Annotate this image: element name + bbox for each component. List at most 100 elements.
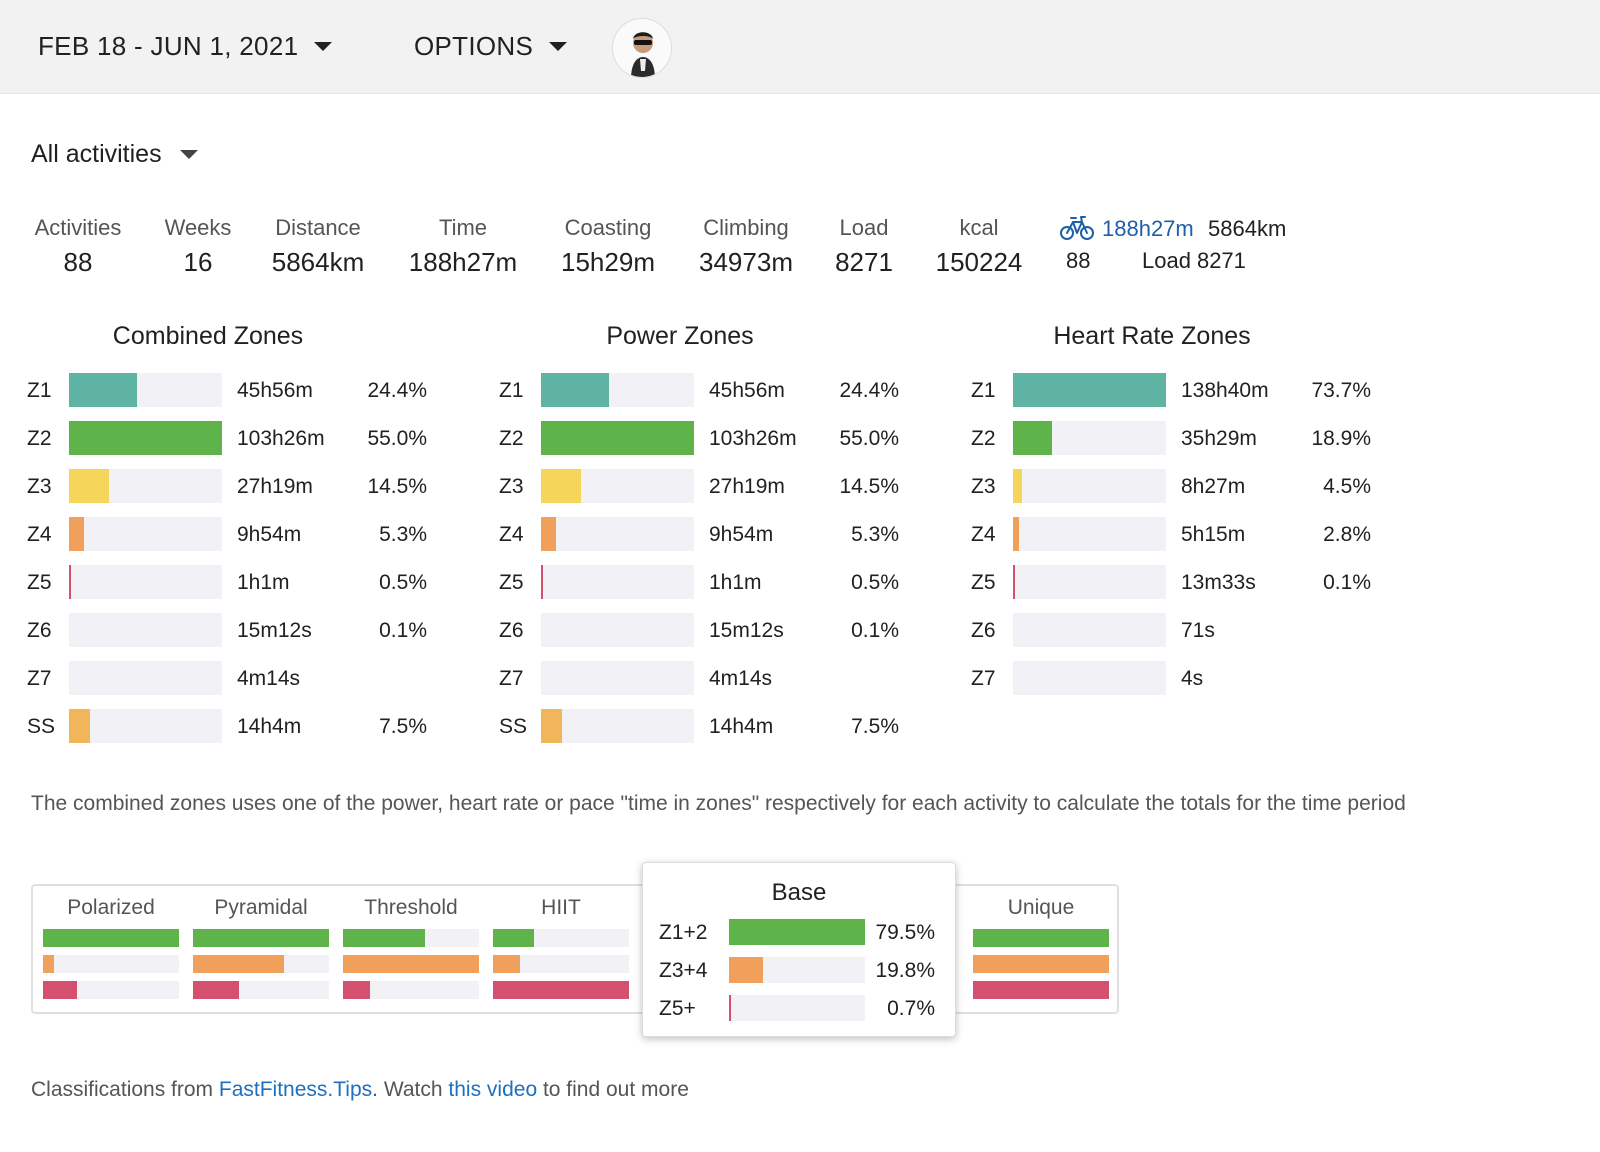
stat-value: 34973m [699, 247, 793, 277]
zone-row-z7: Z7 4m14s [499, 661, 939, 695]
zone-percent: 14.5% [839, 475, 899, 498]
zone-time: 71s [1181, 619, 1215, 642]
zone-percent: 5.3% [851, 523, 899, 546]
zone-bar-track [541, 661, 694, 695]
classification-threshold[interactable]: Threshold [343, 886, 479, 1012]
stat-value: 15h29m [561, 247, 655, 277]
options-menu-button[interactable]: OPTIONS [414, 31, 568, 62]
zone-bar-track [1013, 517, 1166, 551]
zone-bar-track [69, 613, 222, 647]
ride-load-value: 8271 [1196, 248, 1246, 273]
zone-bar-fill [69, 373, 137, 407]
classification-bar-fill [493, 955, 521, 973]
zone-row-z4: Z4 5h15m 2.8% [971, 517, 1411, 551]
zone-row-z4: Z4 9h54m 5.3% [499, 517, 939, 551]
zone-time: 8h27m [1181, 475, 1246, 498]
zone-label: Z3 [27, 475, 52, 498]
zone-bar-track [1013, 613, 1166, 647]
classification-bar-fill [493, 981, 629, 999]
zone-row-z7: Z7 4m14s [27, 661, 467, 695]
classification-bar [193, 981, 329, 999]
classification-hiit[interactable]: HIIT [493, 886, 629, 1012]
zone-label: Z4 [499, 523, 524, 546]
zone-bar-track [69, 517, 222, 551]
stat-weeks: Weeks 16 [160, 215, 236, 278]
zone-bar-fill [1013, 373, 1166, 407]
bicycle-icon [1060, 216, 1094, 240]
date-range-selector[interactable]: FEB 18 - JUN 1, 2021 [38, 31, 333, 62]
zone-time: 35h29m [1181, 427, 1257, 450]
classification-bar-fill [973, 981, 1109, 999]
zone-percent: 2.8% [1323, 523, 1371, 546]
classification-polarized[interactable]: Polarized [43, 886, 179, 1012]
avatar[interactable] [612, 18, 672, 78]
classification-unique[interactable]: Unique [973, 886, 1109, 1012]
fastfitness-link[interactable]: FastFitness.Tips [218, 1078, 373, 1101]
stat-label: Coasting [564, 215, 652, 240]
stat-value: 88 [63, 247, 93, 277]
zone-time: 4m14s [709, 667, 773, 690]
zone-percent: 0.1% [379, 619, 427, 642]
date-range-label: FEB 18 - JUN 1, 2021 [38, 31, 299, 61]
classification-name: Pyramidal [214, 896, 308, 919]
zone-row-z5: Z5 1h1m 0.5% [499, 565, 939, 599]
combined-zones-note: The combined zones uses one of the power… [31, 792, 1406, 815]
stat-kcal: kcal 150224 [932, 215, 1026, 278]
stat-label: Weeks [164, 215, 232, 240]
classification-bar [193, 955, 329, 973]
zone-bar-track [541, 517, 694, 551]
footer-suffix: to find out more [537, 1078, 689, 1101]
stat-value: 150224 [935, 247, 1023, 277]
zone-row-z3: Z3 27h19m 14.5% [27, 469, 467, 503]
zone-label: SS [27, 715, 56, 738]
zone-row-ss: SS 14h4m 7.5% [499, 709, 939, 743]
activity-filter-dropdown[interactable]: All activities [31, 140, 198, 169]
zone-label: Z4 [27, 523, 52, 546]
classification-bar [493, 981, 629, 999]
zone-label: SS [499, 715, 528, 738]
stat-label: Distance [275, 215, 361, 240]
zone-time: 9h54m [237, 523, 302, 546]
zone-time: 1h1m [709, 571, 762, 594]
zone-bar-track [541, 373, 694, 407]
classification-bar-fill [973, 929, 1109, 947]
classification-bar-fill [43, 929, 179, 947]
zone-time: 14h4m [709, 715, 774, 738]
zone-percent: 0.5% [851, 571, 899, 594]
zone-time: 103h26m [709, 427, 797, 450]
zone-time: 45h56m [237, 379, 313, 402]
zone-label: Z7 [27, 667, 52, 690]
stat-coasting: Coasting 15h29m [558, 215, 658, 278]
zone-label: Z7 [499, 667, 524, 690]
zone-row-z5: Z5 1h1m 0.5% [27, 565, 467, 599]
zone-label: Z3 [499, 475, 524, 498]
stat-label: kcal [959, 215, 999, 240]
chevron-down-icon [179, 150, 198, 159]
classification-footer: Classifications from FastFitness.Tips. W… [31, 1078, 689, 1102]
chevron-down-icon [549, 42, 568, 51]
stat-activities: Activities 88 [31, 215, 125, 278]
base-row-label: Z3+4 [659, 959, 708, 982]
classification-name: Polarized [67, 896, 155, 919]
video-link[interactable]: this video [448, 1078, 538, 1101]
zone-bar-track [541, 469, 694, 503]
zone-bar-track [69, 661, 222, 695]
zone-time: 13m33s [1181, 571, 1256, 594]
zone-percent: 7.5% [379, 715, 427, 738]
zone-time: 27h19m [237, 475, 313, 498]
classification-bar-fill [343, 955, 479, 973]
zone-time: 27h19m [709, 475, 785, 498]
zone-bar-fill [1013, 517, 1019, 551]
classification-bar-fill [193, 929, 329, 947]
zone-bar-track [1013, 421, 1166, 455]
base-row-label: Z5+ [659, 997, 696, 1020]
zone-row-z2: Z2 103h26m 55.0% [499, 421, 939, 455]
zone-bar-fill [69, 709, 90, 743]
zone-bar-fill [69, 421, 222, 455]
classification-bar [973, 955, 1109, 973]
zone-time: 45h56m [709, 379, 785, 402]
classification-pyramidal[interactable]: Pyramidal [193, 886, 329, 1012]
classification-bar [343, 929, 479, 947]
zone-bar-track [541, 421, 694, 455]
footer-middle: . Watch [372, 1078, 449, 1101]
